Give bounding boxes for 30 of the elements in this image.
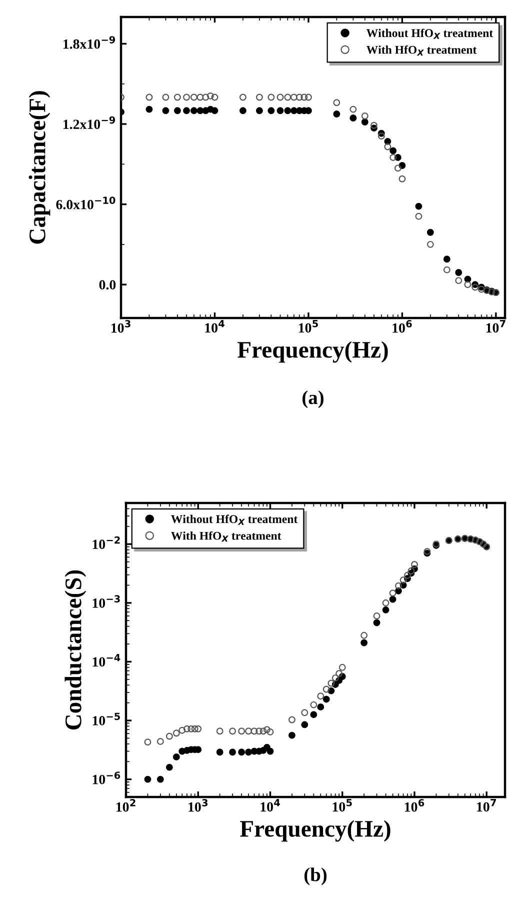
x-tick-label: 10$^{4}$	[205, 320, 224, 333]
x-tick-label: 10$^{6}$	[392, 320, 412, 333]
legend-label: Without HfO$_{X}$ treatment	[366, 28, 494, 39]
x-tick-label: 10$^{3}$	[111, 320, 130, 333]
x-tick-label: 10$^{3}$	[188, 799, 208, 812]
x-axis-title: Frequency(Hz)	[238, 341, 388, 363]
y-tick-label: 10$^{−5}$	[92, 712, 120, 726]
y-tick-label: 6.0x10$^{−10}$	[56, 196, 116, 210]
x-axis-title: Frequency(Hz)	[240, 820, 390, 842]
y-tick-label: 10$^{−3}$	[92, 595, 120, 608]
x-tick-label: 10$^{7}$	[477, 799, 496, 812]
x-tick-label: 10$^{4}$	[260, 799, 280, 812]
y-tick-label: 0.0	[99, 280, 116, 290]
text: (b)	[304, 868, 327, 886]
y-tick-label: 10$^{−4}$	[92, 654, 120, 667]
text: (a)	[302, 390, 324, 408]
legend-label: With HfO$_{X}$ treatment	[171, 531, 282, 542]
x-tick-label: 10$^{2}$	[116, 799, 136, 812]
y-tick-label: 1.8x10$^{−9}$	[64, 36, 116, 49]
legend-label: With HfO$_{X}$ treatment	[366, 45, 477, 56]
y-tick-label: 10$^{−2}$	[92, 536, 120, 550]
y-tick-label: 1.2x10$^{−9}$	[64, 116, 116, 130]
y-axis-title: Conductance(S)	[64, 570, 86, 730]
legend-label: Without HfO$_{X}$ treatment	[171, 514, 298, 525]
x-tick-label: 10$^{7}$	[486, 320, 506, 333]
y-axis-title: Capacitance(F)	[28, 91, 50, 244]
y-tick-label: 10$^{−6}$	[92, 772, 120, 784]
x-tick-label: 10$^{6}$	[404, 799, 424, 812]
x-tick-label: 10$^{5}$	[332, 799, 352, 812]
x-tick-label: 10$^{5}$	[298, 320, 318, 333]
